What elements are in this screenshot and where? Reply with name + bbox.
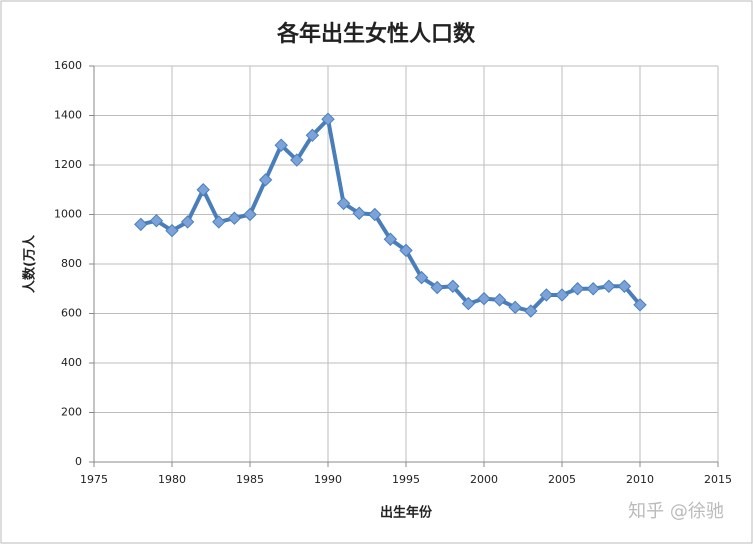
marker [399, 243, 413, 258]
watermark: 知乎 @徐驰 [628, 501, 724, 522]
chart-title: 各年出生女性人口数 [276, 21, 476, 47]
marker [446, 279, 460, 293]
marker [602, 279, 616, 293]
x-tick-label: 2005 [548, 473, 576, 486]
marker [258, 173, 273, 187]
marker [227, 211, 242, 225]
marker [383, 232, 398, 246]
marker [305, 128, 320, 143]
x-tick-label: 1975 [80, 473, 108, 486]
x-tick-label: 2015 [704, 473, 732, 486]
marker [196, 183, 210, 197]
marker [290, 153, 304, 167]
marker [336, 196, 351, 211]
marker [212, 215, 226, 229]
y-tick-label: 1000 [54, 208, 82, 221]
y-tick-label: 600 [61, 307, 82, 320]
marker [617, 279, 632, 293]
marker [633, 298, 647, 312]
marker [570, 282, 585, 296]
y-axis-label: 人数(万人 [22, 234, 38, 293]
marker [149, 213, 164, 228]
marker [586, 282, 600, 296]
x-axis-label: 出生年份 [380, 505, 433, 521]
marker [555, 288, 569, 302]
marker [477, 291, 491, 306]
marker [165, 223, 179, 238]
marker [180, 215, 195, 229]
y-tick-label: 1400 [54, 109, 82, 122]
x-tick-label: 1990 [314, 473, 342, 486]
marker [368, 207, 382, 222]
x-tick-label: 1985 [236, 473, 264, 486]
x-tick-label: 2010 [626, 473, 654, 486]
marker [430, 280, 444, 295]
y-tick-label: 400 [61, 356, 82, 369]
x-tick-label: 1980 [158, 473, 186, 486]
marker [243, 207, 257, 222]
marker [461, 296, 476, 311]
marker [321, 112, 335, 126]
y-tick-label: 1600 [54, 59, 82, 72]
y-tick-label: 200 [61, 406, 82, 419]
marker [492, 293, 507, 307]
marker [274, 138, 288, 152]
x-tick-label: 2000 [470, 473, 498, 486]
y-tick-label: 800 [61, 257, 82, 270]
marker [414, 270, 429, 285]
y-tick-label: 0 [75, 455, 82, 468]
marker [508, 300, 522, 315]
marker [524, 304, 538, 318]
x-tick-label: 1995 [392, 473, 420, 486]
marker [352, 206, 366, 220]
y-tick-label: 1200 [54, 158, 82, 171]
marker [134, 217, 148, 232]
marker [539, 288, 554, 302]
